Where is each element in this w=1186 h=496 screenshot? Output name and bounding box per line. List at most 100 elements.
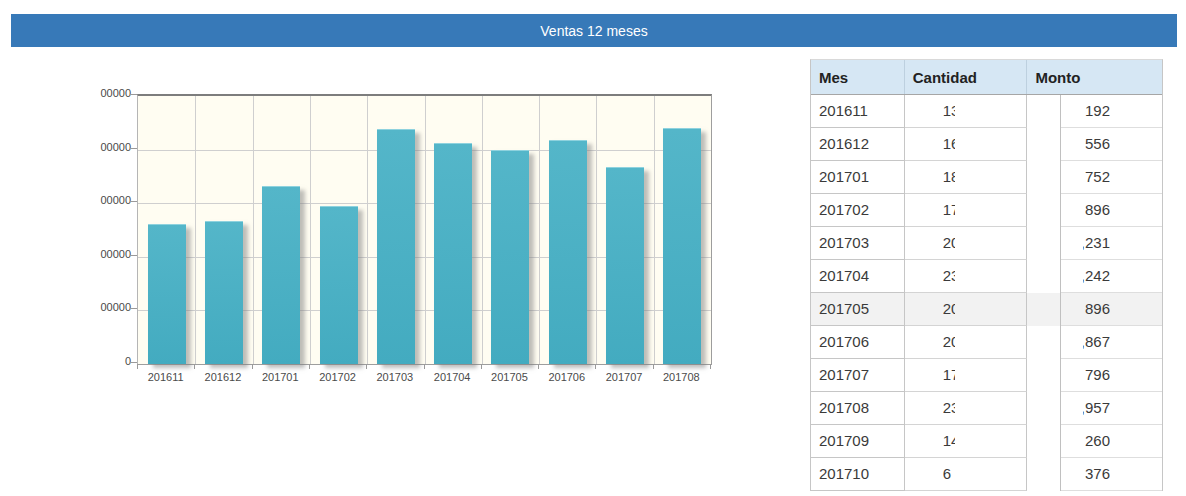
monto-value-clipped: 556	[1083, 128, 1110, 161]
cell-cantidad: 17	[905, 194, 1028, 227]
cell-monto: 192	[1061, 95, 1162, 128]
cell-mes: 201705	[811, 293, 905, 326]
chart-bar-201707	[606, 167, 644, 364]
cell-mes: 201611	[811, 95, 905, 128]
x-axis-tick	[481, 364, 482, 369]
cantidad-value-clipped: 6	[943, 458, 955, 490]
y-axis-label: 00000	[85, 87, 131, 100]
cell-monto: 752	[1061, 161, 1162, 194]
chart-bar-201612	[205, 221, 243, 364]
chart-bar-201705	[491, 150, 529, 364]
overlay-strip	[1027, 326, 1061, 359]
y-axis-label: 0	[85, 355, 131, 368]
chart-bar-201702	[320, 206, 358, 364]
column-header-cantidad[interactable]: Cantidad	[905, 60, 1028, 94]
cell-cantidad: 16	[905, 128, 1028, 161]
monto-value: 192	[1085, 95, 1110, 127]
cell-cantidad: 13	[905, 95, 1028, 128]
cell-mes: 201710	[811, 458, 905, 491]
cell-monto: ,957	[1061, 392, 1162, 425]
chart-bar-201706	[549, 140, 587, 364]
grid-line	[425, 96, 426, 364]
y-axis-tick	[130, 308, 137, 309]
column-header-mes[interactable]: Mes	[811, 60, 905, 94]
table-row-201612[interactable]: 201612 16 556	[811, 128, 1162, 161]
cantidad-value-clipped: 20	[943, 293, 955, 325]
cell-mes: 201707	[811, 359, 905, 392]
monto-value: 896	[1085, 293, 1110, 325]
cell-mes: 201709	[811, 425, 905, 458]
y-axis-tick	[130, 201, 137, 202]
monto-value-clipped: 752	[1083, 161, 1110, 194]
table-row-201705[interactable]: 201705 20 896	[811, 293, 1162, 326]
cell-mes: 201701	[811, 161, 905, 194]
grid-line	[654, 96, 655, 364]
cell-cantidad: 17	[905, 359, 1028, 392]
monto-value: ,242	[1083, 260, 1110, 292]
cell-mes: 201708	[811, 392, 905, 425]
y-axis-tick	[130, 148, 137, 149]
table-row-201611[interactable]: 20161113 192	[811, 95, 1162, 128]
cantidad-value-clipped: 17	[943, 359, 955, 391]
x-axis-label: 201611	[137, 371, 195, 383]
overlay-strip	[1027, 128, 1061, 161]
x-axis-label: 201707	[595, 371, 653, 383]
monto-value-clipped: 896	[1083, 194, 1110, 227]
cell-monto: 556	[1061, 128, 1162, 161]
grid-line	[310, 96, 311, 364]
x-axis-label: 201706	[538, 371, 596, 383]
cantidad-value-clipped: 14	[943, 425, 955, 457]
cantidad-value-clipped: 16	[943, 128, 955, 160]
table-row-201703[interactable]: 20170320,231	[811, 227, 1162, 260]
cell-cantidad: 14	[905, 425, 1028, 458]
cell-monto: 896	[1061, 194, 1162, 227]
monto-value: ,867	[1083, 326, 1110, 358]
monto-value: 556	[1085, 128, 1110, 160]
sales-bar-chart: 0000000000000000000000000020161120161220…	[0, 0, 760, 420]
chart-bar-201704	[434, 143, 472, 364]
overlay-strip	[1027, 260, 1061, 293]
y-axis-tick	[130, 362, 137, 363]
monto-value: 896	[1085, 194, 1110, 226]
chart-bar-201708	[663, 128, 701, 364]
table-row-201707[interactable]: 201707 17 796	[811, 359, 1162, 392]
x-axis-label: 201702	[309, 371, 367, 383]
cantidad-value-clipped: 20	[943, 227, 955, 259]
cantidad-value-clipped: 23	[943, 260, 955, 292]
table-row-201706[interactable]: 20170620,867	[811, 326, 1162, 359]
chart-bar-201701	[262, 186, 300, 364]
grid-line	[482, 96, 483, 364]
cell-cantidad: 23	[905, 260, 1028, 293]
monto-value-clipped: 796	[1083, 359, 1110, 392]
x-axis-tick	[710, 364, 711, 369]
table-row-201710[interactable]: 201710 6 376	[811, 458, 1162, 491]
cell-cantidad: 23	[905, 392, 1028, 425]
cell-monto: 796	[1061, 359, 1162, 392]
cell-monto: ,867	[1061, 326, 1162, 359]
table-row-201701[interactable]: 201701 18 752	[811, 161, 1162, 194]
y-axis-label: 00000	[85, 248, 131, 261]
monto-value-clipped: ,242	[1083, 260, 1110, 293]
cantidad-value-clipped: 18	[943, 161, 955, 193]
monto-value-clipped: 896	[1083, 293, 1110, 326]
cell-mes: 201703	[811, 227, 905, 260]
overlay-strip	[1027, 95, 1061, 128]
overlay-strip	[1027, 161, 1061, 194]
table-row-201702[interactable]: 20170217896	[811, 194, 1162, 227]
chart-bar-201611	[148, 224, 186, 364]
overlay-strip	[1027, 227, 1061, 260]
sales-table: Mes Cantidad Monto 20161113 192 201612 16 55…	[810, 59, 1163, 491]
chart-plot-area	[137, 94, 712, 365]
table-row-201709[interactable]: 20170914260	[811, 425, 1162, 458]
x-axis-tick	[653, 364, 654, 369]
cantidad-value-clipped: 20	[943, 326, 955, 358]
cantidad-value-clipped: 23	[943, 392, 955, 424]
column-header-monto[interactable]: Monto	[1027, 60, 1162, 94]
cell-monto: 376	[1061, 458, 1162, 491]
cell-mes: 201704	[811, 260, 905, 293]
table-row-201704[interactable]: 201704 23 ,242	[811, 260, 1162, 293]
table-row-201708[interactable]: 201708 23 ,957	[811, 392, 1162, 425]
x-axis-label: 201705	[480, 371, 538, 383]
overlay-strip	[1027, 293, 1061, 326]
cell-mes: 201612	[811, 128, 905, 161]
